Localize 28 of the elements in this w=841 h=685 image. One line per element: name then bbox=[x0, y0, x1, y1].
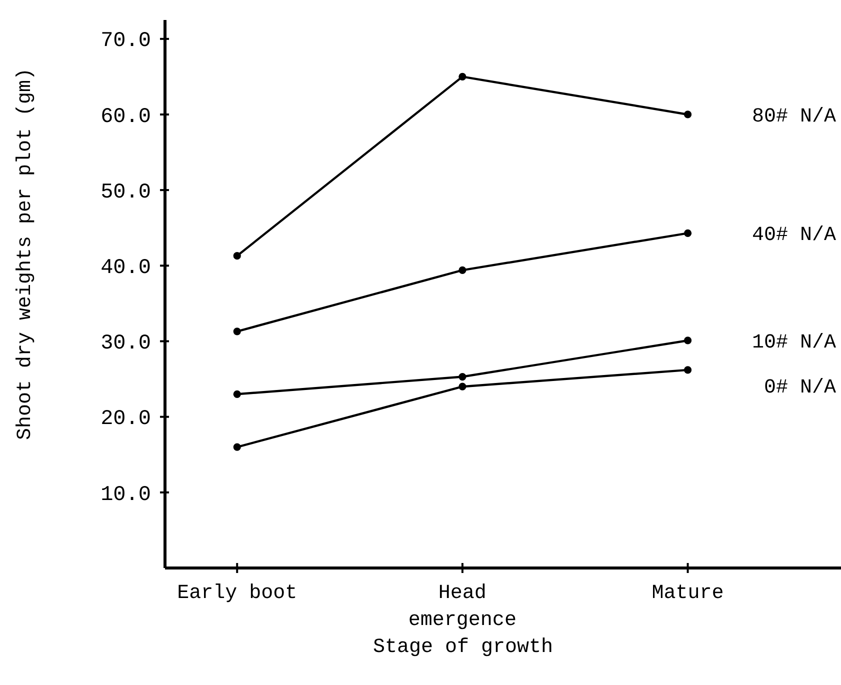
point bbox=[233, 252, 241, 260]
text: 80# N/A bbox=[752, 105, 836, 128]
point bbox=[233, 443, 241, 451]
point bbox=[684, 366, 692, 374]
y-tick-label: 50.0 bbox=[100, 181, 151, 204]
point bbox=[233, 328, 241, 336]
point bbox=[458, 382, 466, 390]
point bbox=[684, 110, 692, 118]
y-tick-label: 40.0 bbox=[100, 257, 151, 280]
point bbox=[684, 229, 692, 237]
text: 0# N/A bbox=[764, 376, 836, 400]
x-tick-label: Mature bbox=[652, 582, 724, 605]
x-tick-label: Early boot bbox=[177, 582, 298, 605]
y-axis-title: Shoot dry weights per plot (gm) bbox=[14, 68, 37, 440]
y-tick-label: 20.0 bbox=[100, 408, 151, 432]
text: 10# N/A bbox=[752, 331, 836, 354]
y-tick-label: 70.0 bbox=[100, 30, 151, 54]
y-tick-label: 10.0 bbox=[100, 484, 151, 507]
y-tick-label: 30.0 bbox=[100, 332, 151, 356]
point bbox=[458, 72, 466, 80]
x-axis-title: Stage of growth bbox=[372, 636, 554, 659]
point bbox=[458, 372, 466, 381]
text: 40# N/A bbox=[752, 224, 836, 248]
x-tick-label: Head emergence bbox=[408, 582, 516, 632]
point bbox=[233, 390, 241, 398]
point bbox=[684, 336, 692, 344]
point bbox=[458, 266, 466, 274]
y-tick-label: 60.0 bbox=[100, 106, 151, 129]
